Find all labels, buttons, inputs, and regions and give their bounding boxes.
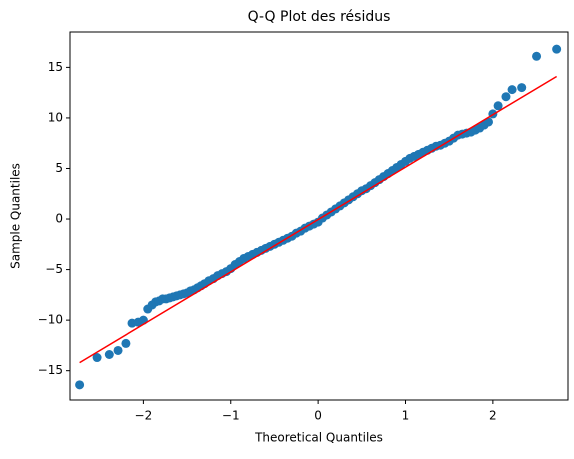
point (517, 83, 527, 93)
point (75, 380, 85, 390)
point (92, 353, 102, 363)
point (532, 51, 542, 61)
y-tick-label: 10 (48, 110, 63, 124)
point (121, 338, 131, 348)
y-tick-label: −15 (38, 363, 63, 377)
x-tick-label: 2 (489, 409, 497, 423)
y-tick-label: −5 (45, 262, 63, 276)
point (104, 350, 114, 360)
x-axis-label: Theoretical Quantiles (254, 431, 383, 445)
point (113, 345, 123, 355)
chart-title: Q-Q Plot des résidus (248, 9, 391, 25)
point (501, 92, 511, 102)
y-tick-label: 0 (55, 212, 63, 226)
x-tick-label: 1 (402, 409, 410, 423)
y-axis-label: Sample Quantiles (9, 163, 23, 269)
point (483, 117, 493, 127)
fit-line (79, 75, 558, 364)
point (493, 101, 503, 111)
y-tick-label: −10 (38, 313, 63, 327)
x-tick-label: −2 (135, 409, 153, 423)
y-tick-label: 5 (55, 161, 63, 175)
plot-frame (69, 31, 569, 401)
y-tick-label: 15 (48, 60, 63, 74)
x-tick-label: 0 (314, 409, 322, 423)
point (507, 85, 517, 95)
x-tick-label: −1 (222, 409, 240, 423)
point (552, 44, 562, 54)
